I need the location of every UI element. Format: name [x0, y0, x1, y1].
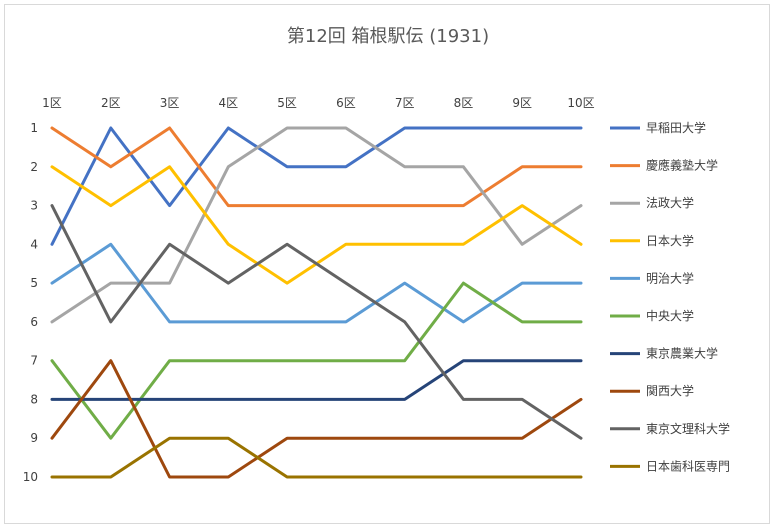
x-axis-ticks: 1区 2区 3区 4区 5区 6区 7区 8区 9区 10区: [42, 96, 594, 110]
legend-label: 慶應義塾大学: [646, 158, 718, 173]
legend-label: 中央大学: [646, 308, 694, 323]
series-line-1: [50, 126, 583, 246]
y-axis-ticks: 1 2 3 4 5 6 7 8 9 10: [23, 121, 38, 484]
y-tick-label: 9: [30, 431, 38, 445]
legend-label: 東京文理科大学: [646, 421, 730, 436]
series-line-9: [50, 204, 583, 440]
legend-label: 日本大学: [646, 233, 694, 248]
legend: 早稲田大学慶應義塾大学法政大学日本大学明治大学中央大学東京農業大学関西大学東京文…: [610, 120, 730, 473]
y-tick-label: 8: [30, 392, 38, 406]
y-tick-label: 7: [30, 354, 38, 368]
series-line-8: [50, 359, 583, 479]
legend-label: 関西大学: [646, 383, 694, 398]
x-tick-label: 9区: [512, 96, 532, 110]
y-tick-label: 1: [30, 121, 38, 135]
legend-label: 明治大学: [646, 270, 694, 285]
y-tick-label: 4: [30, 237, 38, 251]
series-line-7: [50, 359, 583, 401]
x-tick-label: 8区: [454, 96, 474, 110]
legend-label: 法政大学: [646, 195, 694, 210]
x-tick-label: 4区: [219, 96, 239, 110]
x-tick-label: 10区: [567, 96, 594, 110]
x-tick-label: 1区: [42, 96, 62, 110]
x-tick-label: 6区: [336, 96, 356, 110]
x-tick-label: 3区: [160, 96, 180, 110]
legend-label: 日本歯科医専門: [646, 459, 730, 473]
x-tick-label: 2区: [101, 96, 121, 110]
y-tick-label: 2: [30, 160, 38, 174]
legend-label: 東京農業大学: [646, 346, 718, 361]
y-tick-label: 10: [23, 470, 38, 484]
y-tick-label: 5: [30, 276, 38, 290]
chart-title: 第12回 箱根駅伝 (1931): [287, 26, 489, 47]
legend-label: 早稲田大学: [646, 120, 706, 135]
y-tick-label: 3: [30, 199, 38, 213]
series-line-2: [50, 126, 583, 208]
series-line-4: [50, 165, 583, 285]
series-line-10: [50, 436, 583, 479]
x-tick-label: 5区: [277, 96, 297, 110]
x-tick-label: 7区: [395, 96, 415, 110]
y-tick-label: 6: [30, 315, 38, 329]
series-lines: [50, 126, 583, 479]
